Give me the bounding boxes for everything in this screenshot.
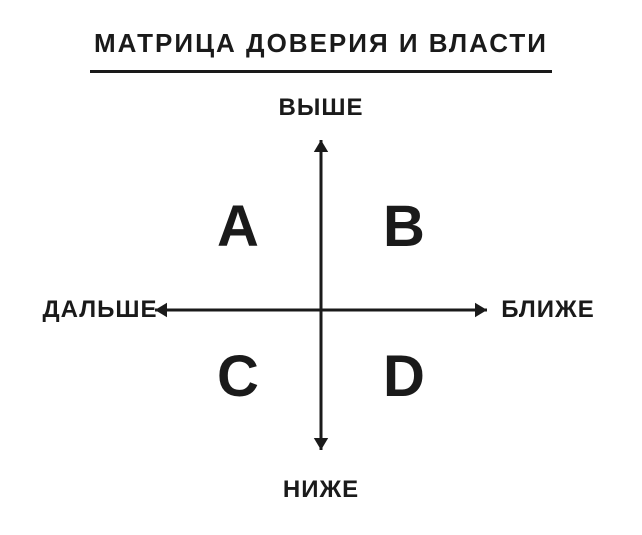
axis-label-top: ВЫШЕ [221, 94, 421, 122]
quadrant-a: A [178, 193, 298, 260]
axes-svg [0, 0, 642, 535]
axis-label-bottom: НИЖЕ [221, 476, 421, 504]
quadrant-c: C [178, 343, 298, 410]
quadrant-d: D [344, 343, 464, 410]
page: МАТРИЦА ДОВЕРИЯ И ВЛАСТИ ВЫШЕ НИЖЕ ДАЛЬШ… [0, 0, 642, 535]
axis-label-left: ДАЛЬШЕ [0, 296, 200, 324]
axis-label-right: БЛИЖЕ [448, 296, 642, 324]
quadrant-b: B [344, 193, 464, 260]
